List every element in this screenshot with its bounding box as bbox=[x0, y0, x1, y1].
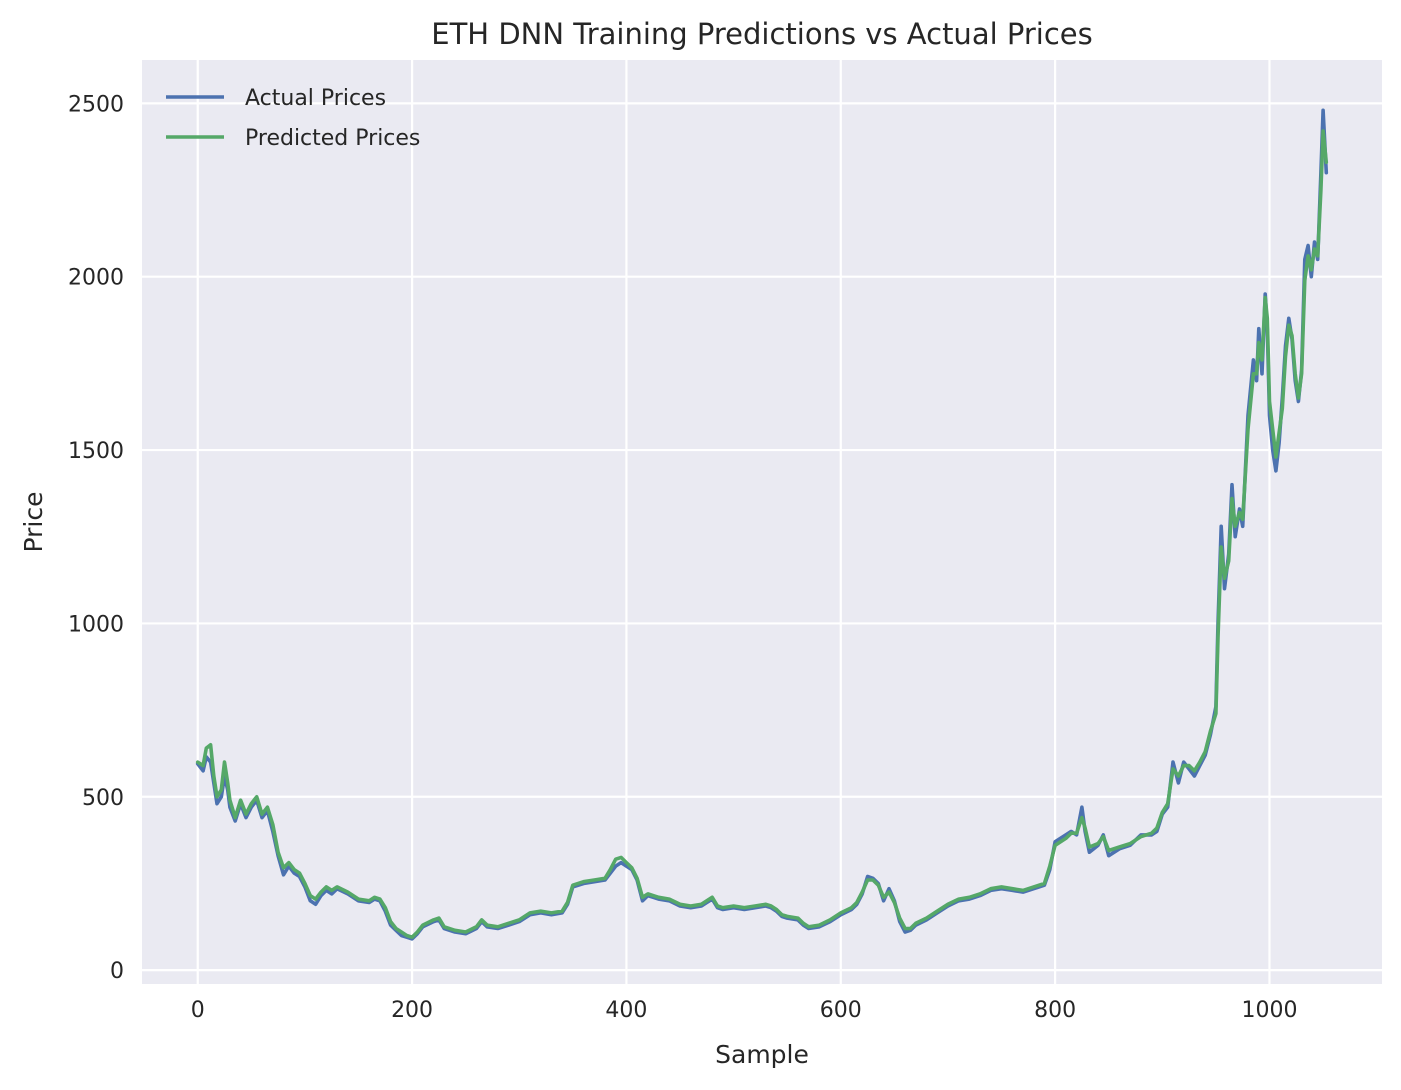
y-tick-label-2000: 2000 bbox=[68, 266, 124, 291]
legend-label-predicted-prices: Predicted Prices bbox=[245, 126, 420, 151]
y-tick-label-1000: 1000 bbox=[68, 612, 124, 637]
grid-lines bbox=[142, 60, 1382, 984]
x-tick-label-800: 800 bbox=[1034, 998, 1076, 1023]
x-tick-label-600: 600 bbox=[820, 998, 862, 1023]
legend: Actual Prices Predicted Prices bbox=[166, 86, 420, 151]
tick-labels: 0 200 400 600 800 1000 0 500 1000 1500 2000 2500 bbox=[68, 92, 1297, 1023]
series-line-predicted-prices bbox=[195, 129, 1329, 939]
y-tick-label-0: 0 bbox=[110, 959, 124, 984]
x-axis-label: Sample bbox=[715, 1040, 809, 1069]
y-tick-label-2500: 2500 bbox=[68, 92, 124, 117]
y-axis-label: Price bbox=[19, 492, 48, 553]
x-tick-label-1000: 1000 bbox=[1241, 998, 1297, 1023]
series-layer bbox=[195, 108, 1329, 941]
y-tick-label-500: 500 bbox=[82, 786, 124, 811]
x-tick-label-200: 200 bbox=[391, 998, 433, 1023]
plot-background bbox=[142, 60, 1382, 984]
chart-title: ETH DNN Training Predictions vs Actual P… bbox=[431, 17, 1092, 51]
legend-label-actual-prices: Actual Prices bbox=[245, 86, 386, 111]
x-tick-label-0: 0 bbox=[191, 998, 205, 1023]
y-tick-label-1500: 1500 bbox=[68, 439, 124, 464]
x-tick-label-400: 400 bbox=[605, 998, 647, 1023]
